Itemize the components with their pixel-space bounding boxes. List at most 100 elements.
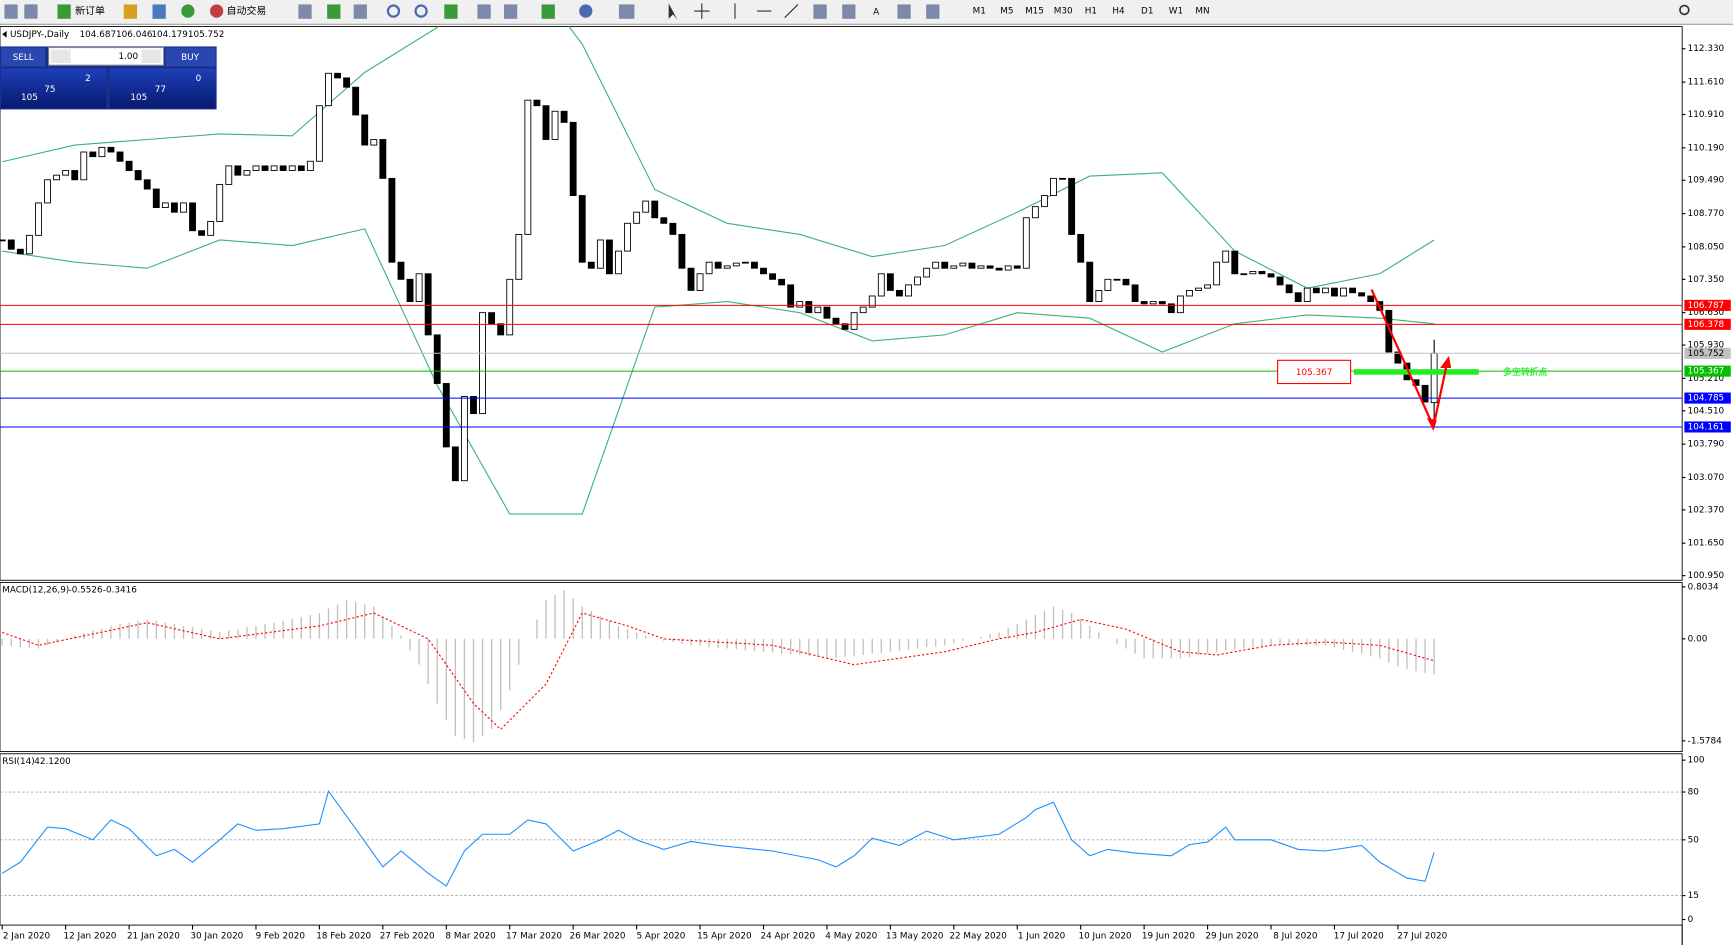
icon[interactable] bbox=[842, 4, 856, 19]
lot-input[interactable] bbox=[48, 46, 165, 66]
icon[interactable] bbox=[694, 3, 710, 19]
icon[interactable] bbox=[579, 4, 593, 18]
icon[interactable] bbox=[181, 4, 195, 18]
lot-down[interactable] bbox=[50, 49, 71, 64]
toolbar bbox=[0, 0, 1733, 25]
y-tick-label: 0.00 bbox=[1688, 634, 1708, 644]
candle bbox=[470, 396, 477, 415]
candle bbox=[1004, 265, 1012, 271]
candle bbox=[225, 165, 233, 185]
icon[interactable] bbox=[813, 4, 827, 19]
lot-up[interactable] bbox=[141, 49, 162, 64]
icon[interactable] bbox=[734, 3, 799, 19]
sell-label[interactable]: SELL bbox=[13, 53, 34, 63]
price-pips: 77 bbox=[155, 85, 166, 95]
icon[interactable] bbox=[477, 4, 491, 19]
icon[interactable] bbox=[897, 4, 911, 19]
icon[interactable] bbox=[668, 3, 678, 20]
icon[interactable] bbox=[57, 4, 71, 19]
icon[interactable] bbox=[209, 4, 224, 18]
candle bbox=[44, 179, 51, 204]
timeframe-button[interactable]: D1 bbox=[1141, 7, 1153, 17]
timeframe-button[interactable]: H1 bbox=[1085, 7, 1097, 17]
sell-price-box[interactable] bbox=[1, 68, 107, 109]
candle bbox=[1231, 250, 1239, 275]
icon[interactable] bbox=[123, 4, 138, 19]
candle bbox=[832, 317, 840, 325]
icon[interactable] bbox=[618, 4, 635, 19]
text-tool[interactable]: A bbox=[873, 8, 879, 18]
icon[interactable] bbox=[414, 4, 428, 18]
arrow-head bbox=[1426, 355, 1452, 432]
buy-button[interactable] bbox=[165, 47, 216, 67]
candle bbox=[152, 188, 160, 209]
candle bbox=[460, 396, 468, 482]
candle bbox=[859, 306, 867, 314]
toolbar-button[interactable]: 自动交易 bbox=[227, 4, 267, 17]
icon[interactable] bbox=[386, 4, 401, 18]
y-tick-label: 107.350 bbox=[1688, 275, 1725, 285]
timeframe-button[interactable]: M30 bbox=[1054, 7, 1073, 17]
icon[interactable] bbox=[152, 4, 166, 19]
candle bbox=[1022, 217, 1030, 269]
candle bbox=[1213, 261, 1221, 286]
sell-button[interactable] bbox=[1, 47, 46, 67]
candle bbox=[134, 170, 142, 181]
candle bbox=[1086, 261, 1094, 302]
icon[interactable] bbox=[541, 4, 555, 19]
candle bbox=[80, 151, 88, 181]
x-tick-label: 19 Jun 2020 bbox=[1142, 932, 1195, 942]
icon[interactable] bbox=[353, 4, 367, 19]
icon[interactable] bbox=[327, 4, 341, 19]
x-tick-label: 26 Mar 2020 bbox=[569, 932, 625, 942]
x-tick-label: 15 Apr 2020 bbox=[697, 932, 752, 942]
price-big: 105 bbox=[130, 93, 147, 103]
price-frac: 0 bbox=[196, 74, 202, 84]
candle bbox=[1430, 352, 1438, 404]
candle bbox=[1276, 276, 1284, 286]
x-tick-label: 17 Mar 2020 bbox=[506, 932, 562, 942]
price-callout-text: 105.367 bbox=[1296, 368, 1333, 378]
candle bbox=[769, 273, 776, 280]
trade-panel: SELL 1.00 BUY 105 75 2 105 77 0 bbox=[0, 46, 217, 110]
candle bbox=[53, 174, 61, 181]
search-icon[interactable] bbox=[1679, 4, 1690, 16]
price-tag-label: 106.378 bbox=[1688, 320, 1725, 330]
timeframe-button[interactable]: H4 bbox=[1112, 7, 1125, 17]
price-callout bbox=[1277, 359, 1352, 385]
buy-price-box[interactable] bbox=[109, 68, 216, 109]
candle bbox=[1059, 177, 1066, 180]
timeframe-button[interactable]: M15 bbox=[1025, 7, 1044, 17]
x-tick-label: 1 Jun 2020 bbox=[1018, 932, 1066, 942]
candle bbox=[388, 177, 396, 263]
plot-area bbox=[0, 26, 1438, 515]
candle bbox=[161, 202, 169, 209]
candle bbox=[977, 265, 985, 269]
timeframe-button[interactable]: W1 bbox=[1169, 7, 1183, 17]
lot-value[interactable]: 1.00 bbox=[118, 52, 138, 62]
icon[interactable] bbox=[298, 4, 312, 19]
timeframe-button[interactable]: MN bbox=[1195, 7, 1209, 17]
candle bbox=[62, 170, 70, 176]
candle bbox=[1186, 289, 1193, 297]
x-tick-label: 8 Mar 2020 bbox=[445, 932, 496, 942]
y-tick-label: 105.210 bbox=[1688, 374, 1725, 384]
icon[interactable] bbox=[4, 4, 18, 19]
toolbar-button[interactable]: 新订单 bbox=[75, 4, 105, 17]
candle bbox=[1303, 287, 1311, 302]
x-tick-label: 27 Feb 2020 bbox=[380, 932, 435, 942]
timeframe-button[interactable]: M5 bbox=[1000, 7, 1013, 17]
price-frac: 2 bbox=[85, 74, 91, 84]
candle bbox=[497, 323, 505, 336]
price-tag-label: 104.161 bbox=[1688, 422, 1725, 432]
icon[interactable] bbox=[926, 4, 940, 19]
candle bbox=[1149, 301, 1157, 305]
icon[interactable] bbox=[24, 4, 38, 19]
candle bbox=[279, 165, 287, 171]
icon[interactable] bbox=[503, 4, 518, 19]
buy-label[interactable]: BUY bbox=[181, 53, 200, 63]
candle bbox=[587, 261, 595, 269]
icon[interactable] bbox=[444, 4, 458, 19]
price-pips: 75 bbox=[44, 85, 55, 95]
timeframe-button[interactable]: M1 bbox=[973, 7, 986, 17]
